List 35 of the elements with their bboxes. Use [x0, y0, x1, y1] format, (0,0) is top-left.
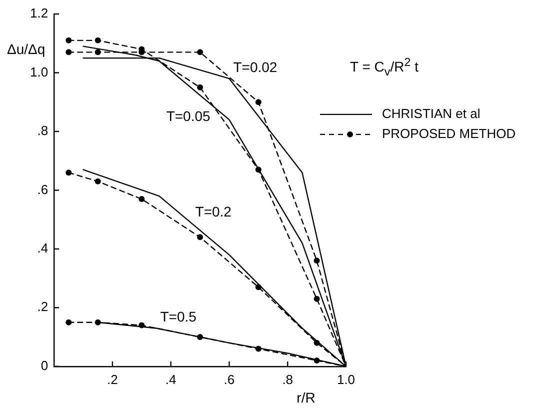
y-tick-label: .4 [37, 240, 48, 256]
y-tick-label: 1.0 [30, 64, 48, 80]
point [94, 49, 101, 56]
annotation: T=0.02 [233, 58, 278, 75]
annotation: T=0.2 [195, 203, 232, 220]
x-tick-label: .8 [282, 372, 294, 387]
point [197, 84, 204, 90]
point [138, 196, 145, 202]
x-tick-label: .2 [107, 372, 118, 387]
legend-label: CHRISTIAN et al [382, 106, 480, 122]
point [314, 296, 320, 302]
x-tick-label: .6 [224, 372, 235, 387]
point [94, 37, 101, 44]
point [314, 258, 320, 264]
point [197, 49, 204, 56]
x-tick-label: 1.0 [336, 372, 356, 387]
y-tick-label: 1.2 [30, 6, 48, 21]
point [94, 178, 101, 184]
annotation: T=0.05 [166, 108, 211, 124]
legend-label: PROPOSED METHOD [382, 126, 516, 142]
point [66, 319, 72, 326]
x-tick-label: .4 [165, 372, 176, 387]
point [66, 49, 72, 56]
y-tick-label: .6 [37, 182, 48, 197]
y-tick-label: 0 [40, 358, 48, 373]
point [255, 99, 262, 106]
y-axis-title: Δu/Δq [6, 40, 46, 57]
x-axis-title: r/R [296, 389, 316, 406]
annotation: T=0.5 [160, 308, 197, 325]
y-tick-label: .2 [37, 299, 48, 314]
point [197, 234, 204, 240]
text: T = C$_{v}$/R$^{2}$ t [350, 56, 418, 78]
y-tick-label: .8 [37, 123, 48, 138]
point [66, 170, 72, 176]
point [66, 37, 72, 44]
